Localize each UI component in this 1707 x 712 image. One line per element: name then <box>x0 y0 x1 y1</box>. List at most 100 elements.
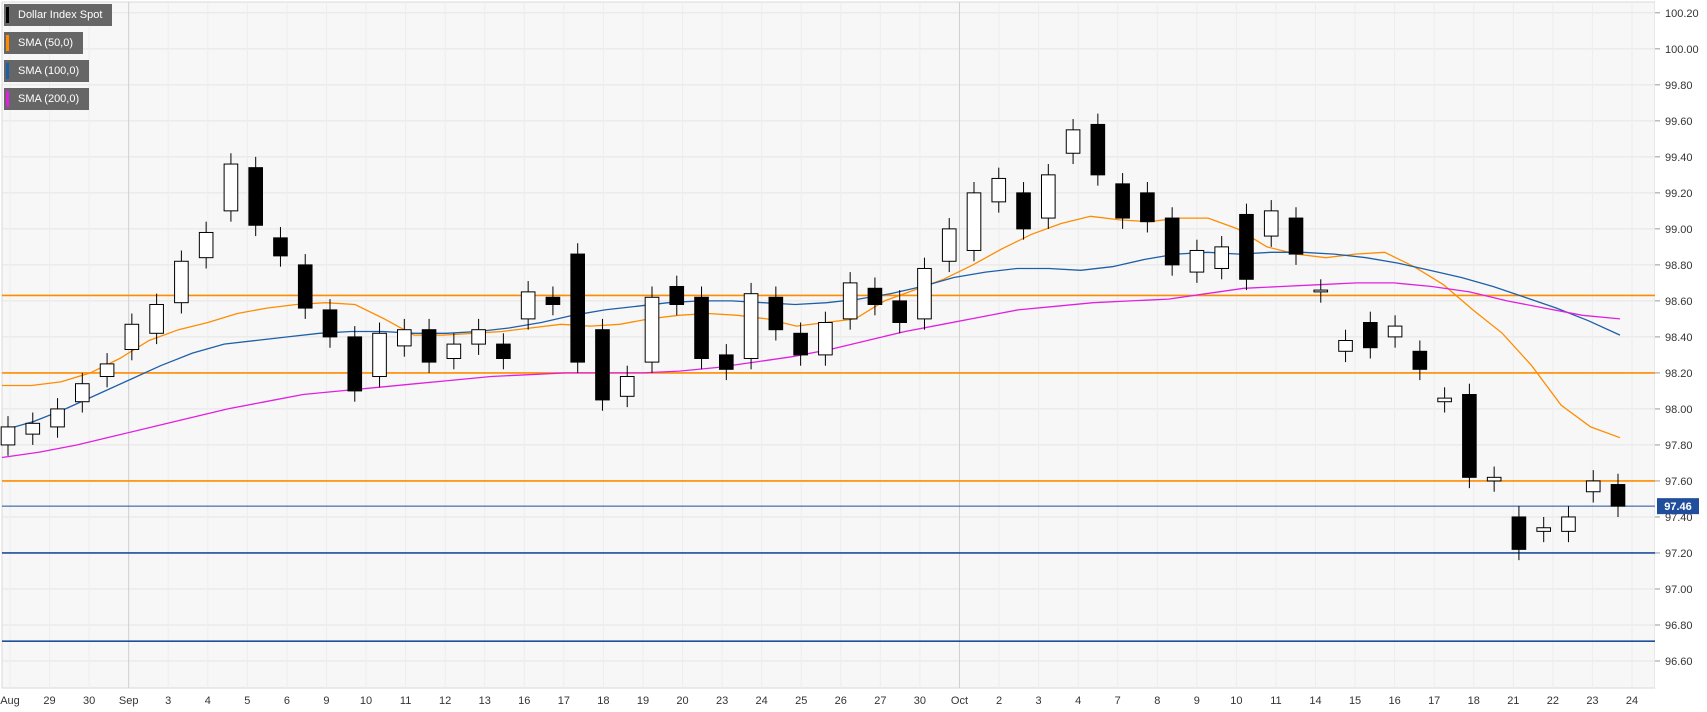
legend-item[interactable]: SMA (50,0) <box>4 32 84 54</box>
y-tick-label: 98.40 <box>1665 332 1693 344</box>
y-tick-label: 97.60 <box>1665 476 1693 488</box>
candle-body <box>1412 350 1428 370</box>
y-tick-label: 98.60 <box>1665 296 1693 308</box>
x-tick-label: 19 <box>637 695 649 707</box>
candle-body <box>595 329 610 401</box>
candle-body <box>718 354 734 370</box>
sma-line <box>1 251 1621 432</box>
candle-body <box>1016 192 1031 230</box>
candle-body <box>1214 246 1230 269</box>
candle-body <box>743 293 759 360</box>
x-tick-label: 11 <box>1270 695 1281 707</box>
y-tick-label: 97.20 <box>1665 548 1693 560</box>
candle-body <box>1610 484 1626 507</box>
x-tick-label: 16 <box>1389 695 1401 707</box>
candle-body <box>248 167 264 226</box>
candle-body <box>1511 516 1527 550</box>
candle-body <box>867 287 883 305</box>
candle-body <box>1486 476 1502 482</box>
x-tick-label: 4 <box>205 695 211 707</box>
x-tick-label: 5 <box>244 695 250 707</box>
candle-body <box>1536 527 1552 532</box>
candle-body <box>372 332 387 378</box>
x-tick-label: 10 <box>360 695 372 707</box>
candle-body <box>644 296 660 363</box>
x-tick-label: 18 <box>597 695 609 707</box>
x-tick-label: 15 <box>1349 695 1361 707</box>
y-tick-label: 100.20 <box>1665 8 1699 20</box>
x-tick-label: Oct <box>951 695 968 707</box>
legend-item[interactable]: SMA (100,0) <box>4 60 90 82</box>
y-tick-label: 96.60 <box>1665 656 1693 668</box>
x-tick-label: 25 <box>795 695 807 707</box>
candle-body <box>694 296 709 360</box>
x-tick-label: Sep <box>119 695 139 707</box>
candle-body <box>1288 217 1304 255</box>
x-tick-label: 2 <box>996 695 1002 707</box>
candle-body <box>297 264 313 309</box>
candle-body <box>1437 397 1452 403</box>
candle-body <box>570 253 586 363</box>
x-tick-label: 27 <box>874 695 886 707</box>
legend-item[interactable]: SMA (200,0) <box>4 88 90 110</box>
candle-body <box>50 408 65 428</box>
y-tick-label: 99.40 <box>1665 152 1693 164</box>
y-tick-label: 98.20 <box>1665 368 1693 380</box>
candle-body <box>520 291 536 320</box>
x-tick-label: 30 <box>914 695 926 707</box>
x-tick-label: 23 <box>1586 695 1598 707</box>
candle-body <box>966 192 982 251</box>
candle-body <box>1263 210 1279 237</box>
sma-line <box>2 215 1621 439</box>
x-tick-label: 16 <box>518 695 530 707</box>
x-tick-label: 26 <box>835 695 847 707</box>
x-tick-label: 30 <box>83 695 95 707</box>
legend: Dollar Index Spot SMA (50,0) SMA (100,0) SM… <box>4 4 113 116</box>
candle-body <box>1462 394 1477 478</box>
candle-body <box>223 163 239 212</box>
candle-body <box>619 376 635 397</box>
candle-body <box>347 336 363 392</box>
candle-body <box>496 343 511 360</box>
candle-body <box>174 260 189 304</box>
y-tick-label: 97.00 <box>1665 584 1693 596</box>
x-tick-label: 9 <box>323 695 329 707</box>
current-price-badge <box>1657 498 1699 515</box>
candle-body <box>99 363 115 378</box>
candle-body <box>1338 339 1353 352</box>
legend-item[interactable]: Dollar Index Spot <box>4 4 113 26</box>
y-tick-label: 98.80 <box>1665 260 1693 272</box>
x-tick-label: 20 <box>676 695 688 707</box>
candle-body <box>1065 129 1081 154</box>
x-tick-label: 23 <box>716 695 728 707</box>
y-tick-label: 97.80 <box>1665 440 1693 452</box>
candle-body <box>0 426 16 446</box>
candle-body <box>1115 183 1130 219</box>
candle-body <box>917 267 932 320</box>
x-tick-label: 10 <box>1230 695 1242 707</box>
legend-label: Dollar Index Spot <box>18 9 103 21</box>
candle-body <box>1164 217 1180 266</box>
candle-body <box>1140 192 1155 223</box>
candle-body <box>545 296 561 305</box>
candle-body <box>25 422 41 435</box>
x-tick-label: 13 <box>479 695 491 707</box>
legend-swatch <box>6 35 9 51</box>
price-axis <box>1655 2 1707 688</box>
candle-body <box>892 300 908 323</box>
y-tick-label: 99.80 <box>1665 80 1693 92</box>
candle-body <box>124 323 140 351</box>
x-tick-label: 9 <box>1194 695 1200 707</box>
x-tick-label: 21 <box>1507 695 1519 707</box>
x-tick-label: 22 <box>1547 695 1559 707</box>
y-tick-label: 99.20 <box>1665 188 1693 200</box>
x-tick-label: 29 <box>43 695 55 707</box>
y-tick-label: 99.00 <box>1665 224 1693 236</box>
candle-body <box>1090 123 1106 176</box>
y-tick-label: 96.80 <box>1665 620 1693 632</box>
candle-body <box>396 329 412 347</box>
x-tick-label: 3 <box>1036 695 1042 707</box>
candle-body <box>471 329 486 345</box>
candle-body <box>768 296 784 331</box>
